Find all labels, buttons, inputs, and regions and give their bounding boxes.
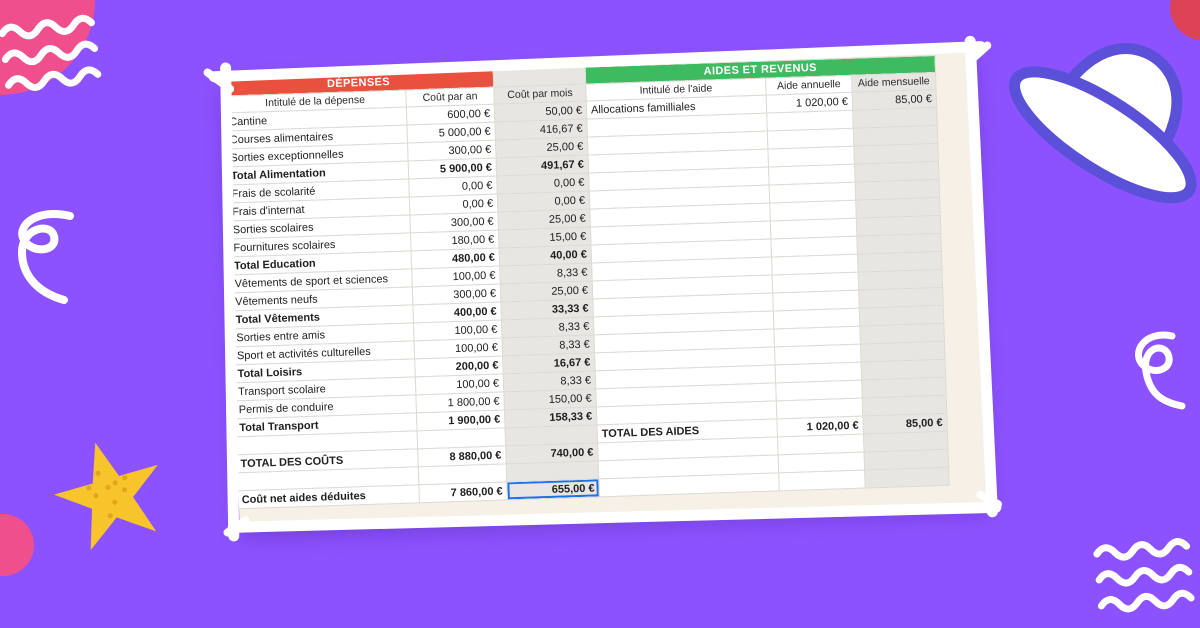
wavy-lines-icon	[0, 14, 102, 91]
aid-monthly-cell[interactable]	[864, 467, 950, 489]
expense-monthly-cell[interactable]: 655,00 €	[506, 478, 600, 500]
budget-table-body: Cantine 600,00 € 50,00 € Allocations fam…	[224, 89, 950, 509]
budget-table: DÉPENSES AIDES ET REVENUS Intitulé de la…	[224, 55, 950, 509]
spreadsheet: DÉPENSES AIDES ET REVENUS Intitulé de la…	[224, 51, 988, 529]
star-icon	[53, 442, 158, 551]
pink-blob-shape	[0, 514, 34, 576]
red-corner-shape	[1170, 0, 1200, 40]
expense-annual-cell[interactable]: 7 860,00 €	[418, 481, 508, 503]
wavy-lines-icon	[1093, 537, 1195, 613]
scribble-icon	[17, 210, 74, 304]
aid-annual-cell[interactable]	[778, 470, 866, 491]
hat-icon	[1008, 43, 1197, 204]
pink-quarter-circle-shape	[0, 0, 95, 95]
framed-spreadsheet: DÉPENSES AIDES ET REVENUS Intitulé de la…	[201, 35, 1004, 542]
curl-icon	[1135, 331, 1186, 410]
